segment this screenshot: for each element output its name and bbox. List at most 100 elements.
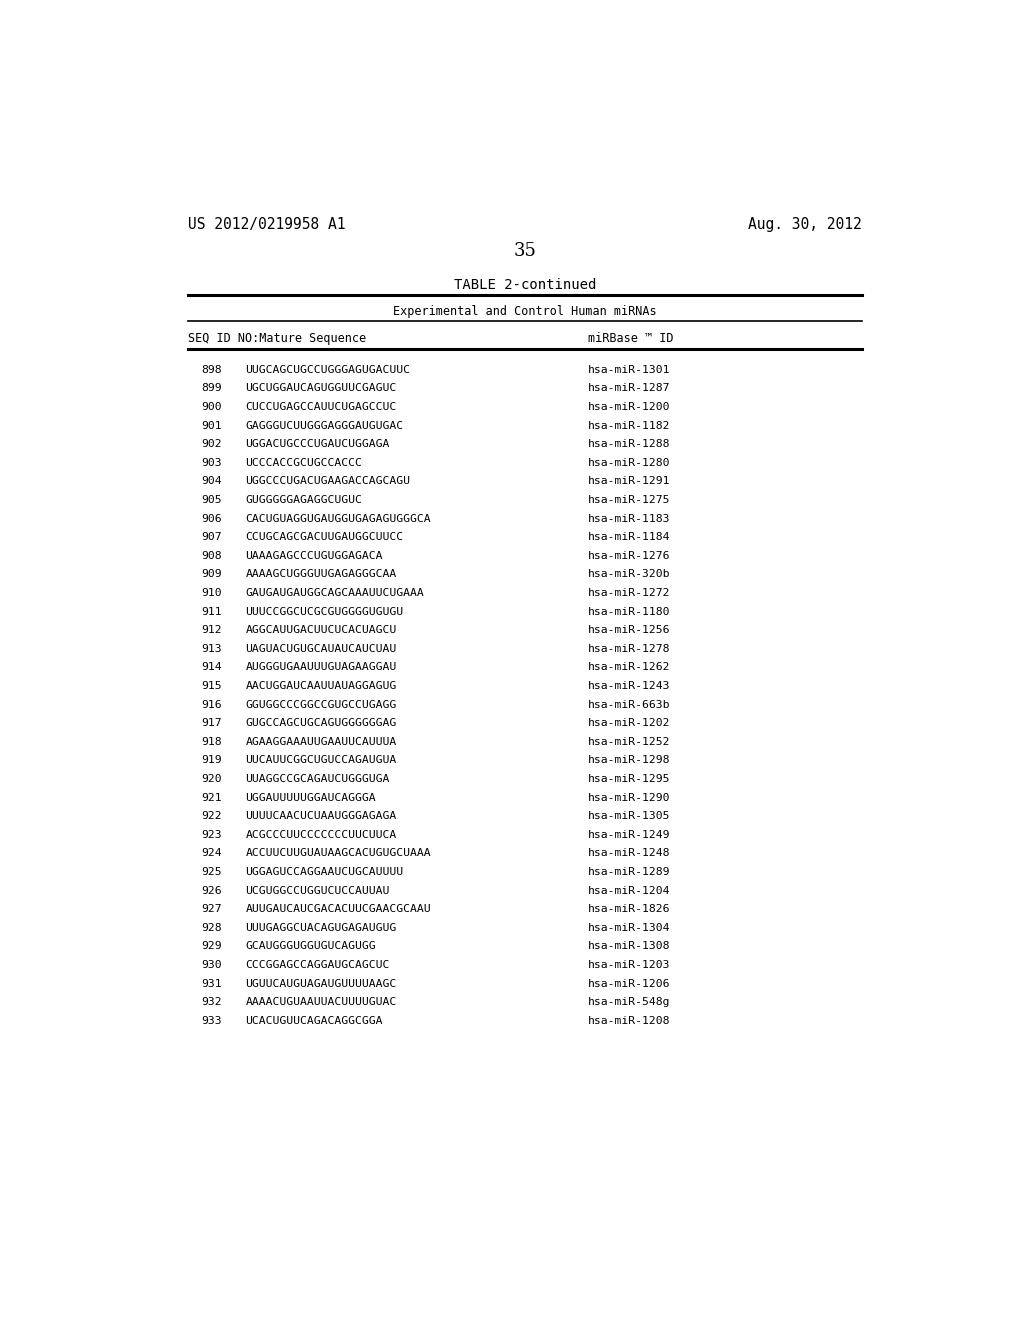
Text: hsa-miR-1203: hsa-miR-1203 <box>588 960 671 970</box>
Text: hsa-miR-1826: hsa-miR-1826 <box>588 904 671 915</box>
Text: 931: 931 <box>201 978 221 989</box>
Text: 899: 899 <box>201 383 221 393</box>
Text: ACCUUCUUGUAUAAGCACUGUGCUAAA: ACCUUCUUGUAUAAGCACUGUGCUAAA <box>246 849 431 858</box>
Text: hsa-miR-1301: hsa-miR-1301 <box>588 364 671 375</box>
Text: hsa-miR-1204: hsa-miR-1204 <box>588 886 671 895</box>
Text: hsa-miR-1289: hsa-miR-1289 <box>588 867 671 876</box>
Text: hsa-miR-548g: hsa-miR-548g <box>588 997 671 1007</box>
Text: hsa-miR-320b: hsa-miR-320b <box>588 569 671 579</box>
Text: hsa-miR-1304: hsa-miR-1304 <box>588 923 671 933</box>
Text: GAGGGUCUUGGGAGGGAUGUGAC: GAGGGUCUUGGGAGGGAUGUGAC <box>246 421 403 430</box>
Text: UGGAGUCCAGGAAUCUGCAUUUU: UGGAGUCCAGGAAUCUGCAUUUU <box>246 867 403 876</box>
Text: hsa-miR-1262: hsa-miR-1262 <box>588 663 671 672</box>
Text: 928: 928 <box>201 923 221 933</box>
Text: hsa-miR-1295: hsa-miR-1295 <box>588 774 671 784</box>
Text: CUCCUGAGCCAUUCUGAGCCUC: CUCCUGAGCCAUUCUGAGCCUC <box>246 401 396 412</box>
Text: GAUGAUGAUGGCAGCAAAUUCUGAAA: GAUGAUGAUGGCAGCAAAUUCUGAAA <box>246 587 424 598</box>
Text: 917: 917 <box>201 718 221 729</box>
Text: 929: 929 <box>201 941 221 952</box>
Text: 904: 904 <box>201 477 221 486</box>
Text: TABLE 2-continued: TABLE 2-continued <box>454 279 596 292</box>
Text: CACUGUAGGUGAUGGUGAGAGUGGGCA: CACUGUAGGUGAUGGUGAGAGUGGGCA <box>246 513 431 524</box>
Text: 910: 910 <box>201 587 221 598</box>
Text: 898: 898 <box>201 364 221 375</box>
Text: GCAUGGGUGGUGUCAGUGG: GCAUGGGUGGUGUCAGUGG <box>246 941 376 952</box>
Text: hsa-miR-1200: hsa-miR-1200 <box>588 401 671 412</box>
Text: hsa-miR-1243: hsa-miR-1243 <box>588 681 671 690</box>
Text: UGGAUUUUUGGAUCAGGGA: UGGAUUUUUGGAUCAGGGA <box>246 792 376 803</box>
Text: AUUGAUCAUCGACACUUCGAACGCAAU: AUUGAUCAUCGACACUUCGAACGCAAU <box>246 904 431 915</box>
Text: hsa-miR-1208: hsa-miR-1208 <box>588 1015 671 1026</box>
Text: hsa-miR-1288: hsa-miR-1288 <box>588 440 671 449</box>
Text: 901: 901 <box>201 421 221 430</box>
Text: UUAGGCCGCAGAUCUGGGUGA: UUAGGCCGCAGAUCUGGGUGA <box>246 774 390 784</box>
Text: hsa-miR-1252: hsa-miR-1252 <box>588 737 671 747</box>
Text: 912: 912 <box>201 626 221 635</box>
Text: hsa-miR-1280: hsa-miR-1280 <box>588 458 671 467</box>
Text: CCCGGAGCCAGGAUGCAGCUC: CCCGGAGCCAGGAUGCAGCUC <box>246 960 390 970</box>
Text: 907: 907 <box>201 532 221 543</box>
Text: 924: 924 <box>201 849 221 858</box>
Text: hsa-miR-1180: hsa-miR-1180 <box>588 606 671 616</box>
Text: UUUCCGGCUCGCGUGGGGUGUGU: UUUCCGGCUCGCGUGGGGUGUGU <box>246 606 403 616</box>
Text: 911: 911 <box>201 606 221 616</box>
Text: 918: 918 <box>201 737 221 747</box>
Text: UUCAUUCGGCUGUCCAGAUGUA: UUCAUUCGGCUGUCCAGAUGUA <box>246 755 396 766</box>
Text: 923: 923 <box>201 830 221 840</box>
Text: 908: 908 <box>201 550 221 561</box>
Text: hsa-miR-1182: hsa-miR-1182 <box>588 421 671 430</box>
Text: UUGCAGCUGCCUGGGAGUGACUUC: UUGCAGCUGCCUGGGAGUGACUUC <box>246 364 411 375</box>
Text: 916: 916 <box>201 700 221 710</box>
Text: AAAAGCUGGGUUGAGAGGGCAA: AAAAGCUGGGUUGAGAGGGCAA <box>246 569 396 579</box>
Text: 914: 914 <box>201 663 221 672</box>
Text: AAAACUGUAAUUACUUUUGUAC: AAAACUGUAAUUACUUUUGUAC <box>246 997 396 1007</box>
Text: UAAAGAGCCCUGUGGAGACA: UAAAGAGCCCUGUGGAGACA <box>246 550 383 561</box>
Text: GUGGGGGAGAGGCUGUC: GUGGGGGAGAGGCUGUC <box>246 495 362 506</box>
Text: hsa-miR-1248: hsa-miR-1248 <box>588 849 671 858</box>
Text: 921: 921 <box>201 792 221 803</box>
Text: CCUGCAGCGACUUGAUGGCUUCC: CCUGCAGCGACUUGAUGGCUUCC <box>246 532 403 543</box>
Text: 920: 920 <box>201 774 221 784</box>
Text: 927: 927 <box>201 904 221 915</box>
Text: 905: 905 <box>201 495 221 506</box>
Text: hsa-miR-1305: hsa-miR-1305 <box>588 810 671 821</box>
Text: UCCCACCGCUGCCACCC: UCCCACCGCUGCCACCC <box>246 458 362 467</box>
Text: hsa-miR-1291: hsa-miR-1291 <box>588 477 671 486</box>
Text: ACGCCCUUCCCCCCCUUCUUCA: ACGCCCUUCCCCCCCUUCUUCA <box>246 830 396 840</box>
Text: 913: 913 <box>201 644 221 653</box>
Text: UCACUGUUCAGACAGGCGGA: UCACUGUUCAGACAGGCGGA <box>246 1015 383 1026</box>
Text: Aug. 30, 2012: Aug. 30, 2012 <box>749 218 862 232</box>
Text: hsa-miR-1276: hsa-miR-1276 <box>588 550 671 561</box>
Text: hsa-miR-1308: hsa-miR-1308 <box>588 941 671 952</box>
Text: hsa-miR-1202: hsa-miR-1202 <box>588 718 671 729</box>
Text: AGGCAUUGACUUCUCACUAGCU: AGGCAUUGACUUCUCACUAGCU <box>246 626 396 635</box>
Text: UAGUACUGUGCAUAUCAUCUAU: UAGUACUGUGCAUAUCAUCUAU <box>246 644 396 653</box>
Text: AGAAGGAAAUUGAAUUCAUUUA: AGAAGGAAAUUGAAUUCAUUUA <box>246 737 396 747</box>
Text: 909: 909 <box>201 569 221 579</box>
Text: hsa-miR-1275: hsa-miR-1275 <box>588 495 671 506</box>
Text: AUGGGUGAAUUUGUAGAAGGAU: AUGGGUGAAUUUGUAGAAGGAU <box>246 663 396 672</box>
Text: 930: 930 <box>201 960 221 970</box>
Text: 926: 926 <box>201 886 221 895</box>
Text: GGUGGCCCGGCCGUGCCUGAGG: GGUGGCCCGGCCGUGCCUGAGG <box>246 700 396 710</box>
Text: miRBase ™ ID: miRBase ™ ID <box>588 333 674 346</box>
Text: 922: 922 <box>201 810 221 821</box>
Text: UUUGAGGCUACAGUGAGAUGUG: UUUGAGGCUACAGUGAGAUGUG <box>246 923 396 933</box>
Text: 35: 35 <box>513 242 537 260</box>
Text: hsa-miR-1298: hsa-miR-1298 <box>588 755 671 766</box>
Text: 906: 906 <box>201 513 221 524</box>
Text: US 2012/0219958 A1: US 2012/0219958 A1 <box>187 218 345 232</box>
Text: UGGCCCUGACUGAAGACCAGCAGU: UGGCCCUGACUGAAGACCAGCAGU <box>246 477 411 486</box>
Text: hsa-miR-1290: hsa-miR-1290 <box>588 792 671 803</box>
Text: Experimental and Control Human miRNAs: Experimental and Control Human miRNAs <box>393 305 656 318</box>
Text: hsa-miR-663b: hsa-miR-663b <box>588 700 671 710</box>
Text: 903: 903 <box>201 458 221 467</box>
Text: hsa-miR-1206: hsa-miR-1206 <box>588 978 671 989</box>
Text: 933: 933 <box>201 1015 221 1026</box>
Text: hsa-miR-1256: hsa-miR-1256 <box>588 626 671 635</box>
Text: UCGUGGCCUGGUCUCCAUUAU: UCGUGGCCUGGUCUCCAUUAU <box>246 886 390 895</box>
Text: 900: 900 <box>201 401 221 412</box>
Text: UUUUCAACUCUAAUGGGAGAGA: UUUUCAACUCUAAUGGGAGAGA <box>246 810 396 821</box>
Text: 932: 932 <box>201 997 221 1007</box>
Text: hsa-miR-1278: hsa-miR-1278 <box>588 644 671 653</box>
